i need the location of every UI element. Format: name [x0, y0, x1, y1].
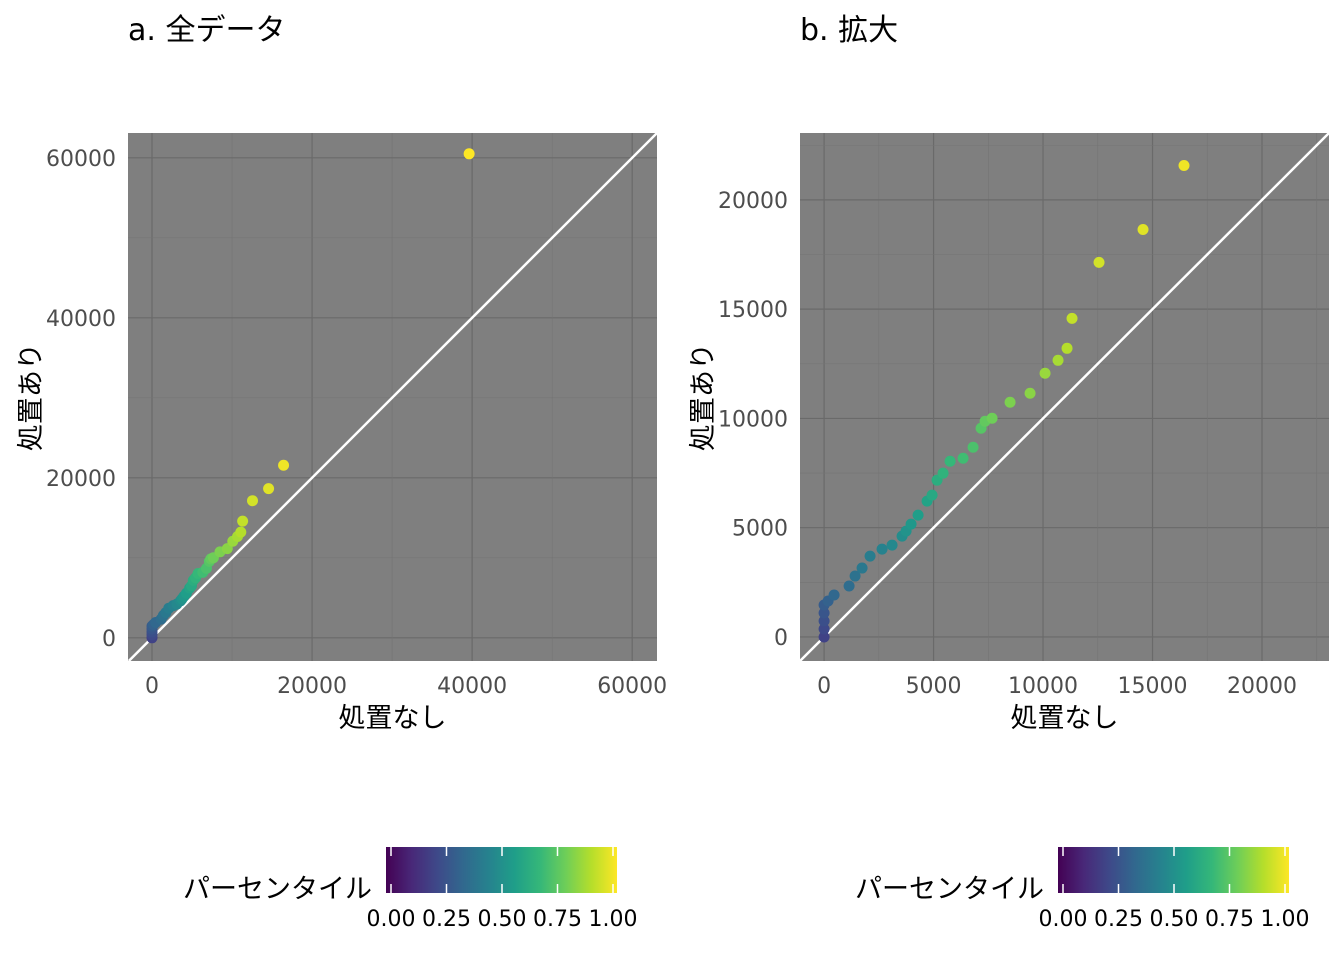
- data-point: [1004, 396, 1016, 408]
- data-point: [235, 526, 247, 538]
- y-tick-label: 0: [774, 626, 788, 651]
- data-point: [818, 623, 830, 635]
- data-point: [828, 589, 840, 601]
- y-tick-label: 20000: [718, 189, 788, 214]
- legend-tick-label: 0.50: [478, 907, 527, 932]
- data-point: [278, 459, 290, 471]
- data-point: [247, 495, 259, 507]
- legend-title: パーセンタイル: [855, 874, 1044, 905]
- data-point: [263, 483, 275, 495]
- x-axis-label: 処置なし: [339, 703, 447, 734]
- panel-a: a. 全データ 0 20000 40000 60000 0 20000 40000 60000 処…: [16, 13, 667, 734]
- data-point: [986, 412, 998, 424]
- data-point: [1066, 312, 1078, 324]
- y-tick-label: 0: [102, 627, 116, 652]
- x-axis-label: 処置なし: [1011, 703, 1119, 734]
- legend-tick-label: 1.00: [1261, 907, 1310, 932]
- data-point: [818, 607, 830, 619]
- x-tick-label: 10000: [1008, 674, 1078, 699]
- data-point: [864, 550, 876, 562]
- data-point: [849, 570, 861, 582]
- x-tick-label: 15000: [1118, 674, 1188, 699]
- data-point: [957, 452, 969, 464]
- legend-tick-label: 0.25: [422, 907, 471, 932]
- data-point: [886, 539, 898, 551]
- panel-title: a. 全データ: [128, 13, 285, 48]
- reference-line: [127, 132, 658, 662]
- y-tick-label: 60000: [46, 147, 116, 172]
- legend-tick-label: 0.00: [1039, 907, 1088, 932]
- data-point: [463, 148, 475, 160]
- legend-tick-label: 0.75: [533, 907, 582, 932]
- data-point: [937, 467, 949, 479]
- data-point: [237, 515, 249, 527]
- reference-line: [799, 132, 1330, 662]
- legend-tick-label: 0.00: [367, 907, 416, 932]
- legend-tick-label: 0.75: [1205, 907, 1254, 932]
- data-point: [944, 455, 956, 467]
- y-tick-label: 5000: [732, 517, 788, 542]
- x-tick-label: 20000: [1227, 674, 1297, 699]
- y-tick-label: 40000: [46, 307, 116, 332]
- x-tick-label: 5000: [906, 674, 962, 699]
- data-point: [926, 489, 938, 501]
- x-tick-label: 0: [145, 674, 159, 699]
- data-point: [905, 518, 917, 530]
- data-point: [856, 562, 868, 574]
- legend-title: パーセンタイル: [183, 874, 372, 905]
- legend-tick-label: 1.00: [589, 907, 638, 932]
- data-point: [843, 580, 855, 592]
- data-point: [912, 509, 924, 521]
- data-point: [1061, 342, 1073, 354]
- data-point: [1178, 160, 1190, 172]
- x-tick-label: 20000: [277, 674, 347, 699]
- data-point: [1039, 367, 1051, 379]
- y-axis-label: 処置あり: [688, 343, 719, 451]
- y-tick-label: 10000: [718, 407, 788, 432]
- data-point: [1052, 354, 1064, 366]
- panel-b: b. 拡大 0 5000 10000 15000 20000 0 5000 10000 15000…: [688, 13, 1330, 734]
- x-tick-label: 0: [817, 674, 831, 699]
- y-axis-label: 処置あり: [16, 343, 47, 451]
- legend-tick-label: 0.50: [1150, 907, 1199, 932]
- data-point: [818, 631, 830, 643]
- data-point: [876, 543, 888, 555]
- legend-tick-label: 0.25: [1094, 907, 1143, 932]
- data-point: [1093, 256, 1105, 268]
- y-tick-label: 20000: [46, 467, 116, 492]
- y-tick-label: 15000: [718, 298, 788, 323]
- data-point: [967, 441, 979, 453]
- data-point: [1024, 387, 1036, 399]
- x-tick-label: 60000: [597, 674, 667, 699]
- data-point: [1137, 223, 1149, 235]
- x-tick-label: 40000: [437, 674, 507, 699]
- data-point: [818, 615, 830, 627]
- panel-title: b. 拡大: [800, 13, 898, 48]
